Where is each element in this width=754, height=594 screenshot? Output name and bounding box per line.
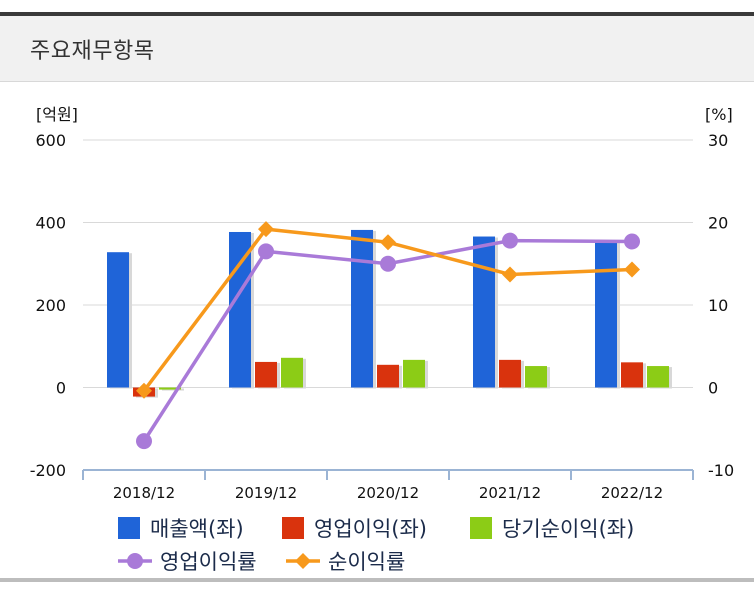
right-axis-unit: [%] xyxy=(705,105,733,124)
legend-label-0: 매출액(좌) xyxy=(150,517,244,541)
x-tick-label: 2019/12 xyxy=(235,484,297,502)
panel-header: 주요재무항목 xyxy=(0,16,754,82)
legend-label-4: 순이익률 xyxy=(328,550,405,574)
left-tick-label: 400 xyxy=(35,214,66,233)
point-margin-op-2 xyxy=(380,255,396,272)
bottom-bar xyxy=(0,578,754,582)
point-margin-op-0 xyxy=(136,433,152,450)
panel-title: 주요재무항목 xyxy=(30,39,155,64)
left-tick-label: 600 xyxy=(35,131,66,150)
bar-1-2 xyxy=(377,364,399,388)
legend-label-1: 영업이익(좌) xyxy=(314,517,427,541)
point-margin-op-3 xyxy=(502,232,518,249)
legend-label-2: 당기순이익(좌) xyxy=(502,517,634,541)
legend-swatch-0 xyxy=(118,517,140,539)
bar-2-1 xyxy=(281,357,303,388)
left-tick-label: 200 xyxy=(35,296,66,315)
legend-layer: 매출액(좌) 영업이익(좌) 당기순이익(좌) 영업이익률 순이익률 xyxy=(118,517,634,574)
right-tick-label: -10 xyxy=(708,461,734,480)
point-margin-op-4 xyxy=(624,233,640,250)
legend-marker-4 xyxy=(295,553,311,569)
bar-1-1 xyxy=(255,361,277,388)
right-tick-label: 30 xyxy=(708,131,728,150)
left-tick-label: -200 xyxy=(30,461,66,480)
axis-layer: 2018/12 2019/12 2020/12 2021/12 2022/12 600 40… xyxy=(30,105,734,502)
point-margin-net-3 xyxy=(502,266,518,283)
x-tick-label: 2021/12 xyxy=(479,484,541,502)
legend-swatch-2 xyxy=(470,517,492,539)
left-axis-unit: [억원] xyxy=(36,105,78,124)
point-margin-net-4 xyxy=(624,261,640,278)
top-bar xyxy=(0,12,754,16)
x-tick-label: 2020/12 xyxy=(357,484,419,502)
right-tick-label: 10 xyxy=(708,296,728,315)
bar-0-4 xyxy=(595,240,617,388)
bar-2-2 xyxy=(403,359,425,388)
bar-2-4 xyxy=(647,366,669,388)
x-tick-label: 2022/12 xyxy=(601,484,663,502)
bar-1-4 xyxy=(621,362,643,388)
legend-swatch-1 xyxy=(282,517,304,539)
point-margin-op-1 xyxy=(258,243,274,260)
line-layer xyxy=(136,221,640,450)
right-tick-label: 0 xyxy=(708,379,718,398)
right-tick-label: 20 xyxy=(708,214,728,233)
bar-1-3 xyxy=(499,359,521,388)
point-margin-net-0 xyxy=(136,382,152,399)
left-tick-label: 0 xyxy=(56,379,66,398)
bar-layer xyxy=(107,229,672,398)
bar-2-3 xyxy=(525,366,547,388)
legend-marker-3 xyxy=(127,553,143,569)
point-margin-net-1 xyxy=(258,221,274,238)
bar-0-3 xyxy=(473,236,495,388)
bar-2-0 xyxy=(159,387,181,390)
legend-label-3: 영업이익률 xyxy=(160,550,257,574)
bar-0-2 xyxy=(351,229,373,388)
x-tick-label: 2018/12 xyxy=(113,484,175,502)
point-margin-net-2 xyxy=(380,234,396,251)
bar-0-0 xyxy=(107,252,129,388)
